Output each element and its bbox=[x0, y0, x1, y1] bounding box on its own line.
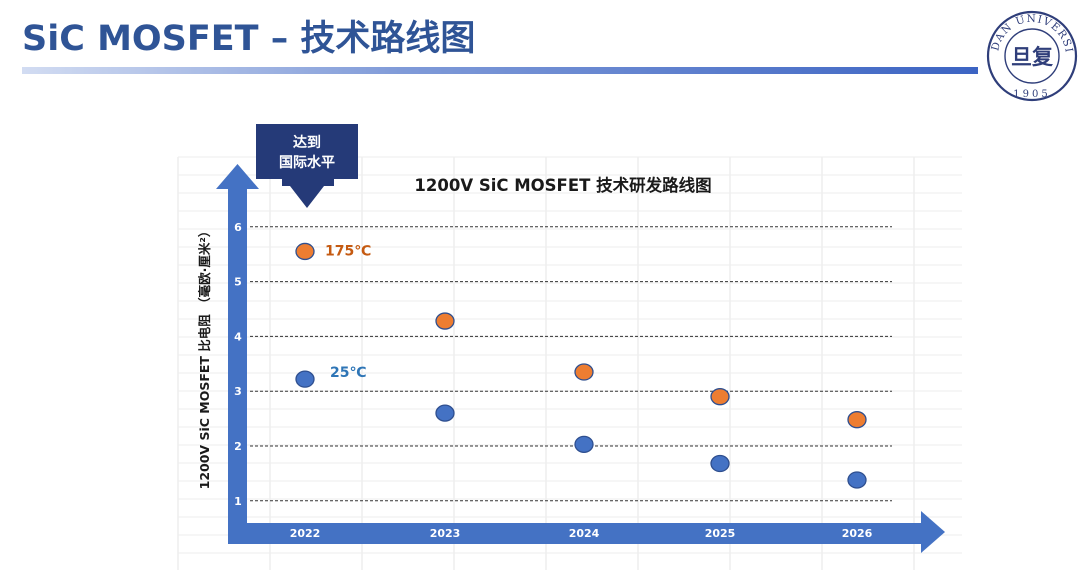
series-label-1: 25℃ bbox=[330, 365, 366, 381]
point-series0-2025 bbox=[710, 388, 730, 406]
dashed-gridlines bbox=[250, 226, 892, 502]
y-tick-2: 2 bbox=[234, 440, 242, 453]
title-underline bbox=[22, 67, 978, 74]
logo-emblem: 旦复 bbox=[1011, 44, 1054, 69]
point-series1-2025 bbox=[710, 454, 730, 473]
y-tick-6: 6 bbox=[234, 221, 242, 234]
y-axis-arrowhead bbox=[216, 164, 259, 189]
series-label-0: 175℃ bbox=[325, 243, 371, 259]
x-tick-2022: 2022 bbox=[290, 527, 321, 540]
logo-year: 1905 bbox=[1013, 89, 1050, 100]
callout-international-level: 达到 国际水平 bbox=[256, 124, 358, 208]
x-tick-labels: 2022 2023 2024 2025 2026 bbox=[290, 527, 873, 540]
y-tick-labels: 1 2 3 4 5 6 bbox=[234, 221, 242, 508]
point-series1-2022 bbox=[295, 370, 315, 388]
callout-down-arrow bbox=[282, 179, 334, 208]
y-tick-4: 4 bbox=[234, 330, 242, 343]
y-tick-5: 5 bbox=[234, 276, 242, 289]
x-tick-2023: 2023 bbox=[430, 527, 461, 540]
point-series0-2026 bbox=[847, 411, 867, 429]
page-title: SiC MOSFET – 技术路线图 bbox=[22, 19, 476, 59]
point-series0-2022 bbox=[295, 242, 315, 261]
data-points bbox=[295, 242, 867, 489]
y-axis-label: 1200V SiC MOSFET 比电阻 （毫欧·厘米²） bbox=[197, 225, 212, 490]
callout-line-1: 达到 bbox=[293, 134, 321, 151]
chart-title: 1200V SiC MOSFET 技术研发路线图 bbox=[414, 175, 711, 195]
point-series1-2023 bbox=[435, 404, 455, 422]
x-tick-2026: 2026 bbox=[842, 527, 873, 540]
fudan-university-logo: FUDAN UNIVERSITY 1905 旦复 bbox=[981, 0, 1078, 106]
x-axis-arrowhead bbox=[921, 511, 945, 553]
x-tick-2025: 2025 bbox=[705, 527, 736, 540]
y-axis-bar bbox=[228, 188, 247, 544]
y-tick-1: 1 bbox=[234, 495, 242, 508]
y-tick-3: 3 bbox=[234, 385, 242, 398]
background-grid bbox=[177, 156, 962, 570]
point-series1-2024 bbox=[574, 435, 594, 454]
series-labels: 175℃ 25℃ bbox=[325, 243, 371, 381]
callout-line-2: 国际水平 bbox=[279, 154, 335, 171]
x-axis-bar bbox=[228, 523, 922, 544]
fudan-logo-icon: FUDAN UNIVERSITY 1905 旦复 bbox=[981, 0, 1078, 102]
point-series1-2026 bbox=[847, 471, 867, 489]
callout-box bbox=[256, 124, 358, 179]
point-series0-2024 bbox=[574, 363, 594, 381]
x-tick-2024: 2024 bbox=[569, 527, 600, 540]
point-series0-2023 bbox=[435, 312, 455, 330]
